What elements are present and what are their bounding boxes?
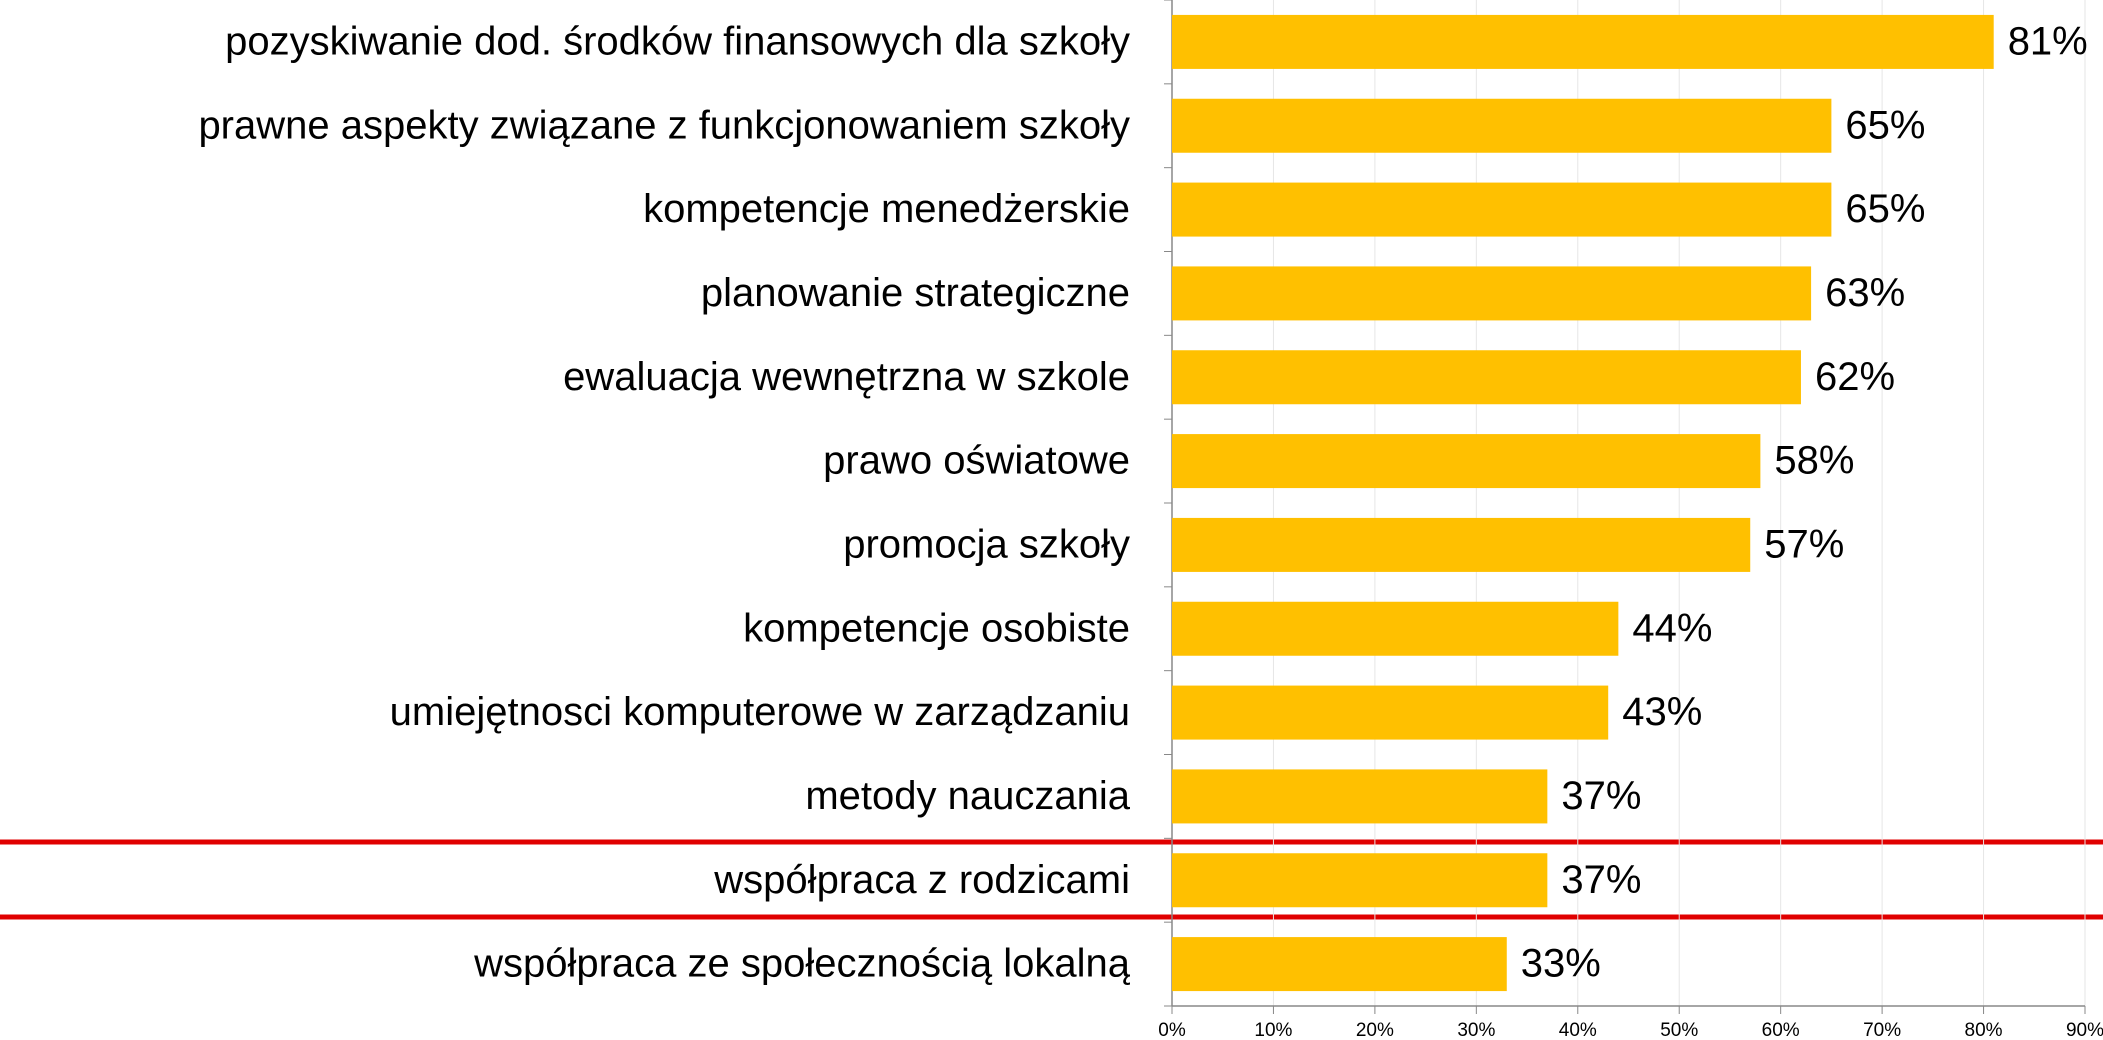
category-label: umiejętnosci komputerowe w zarządzaniu	[390, 690, 1130, 734]
value-label: 65%	[1845, 187, 1925, 231]
category-label: pozyskiwanie dod. środków finansowych dl…	[225, 19, 1130, 63]
x-tick-label: 80%	[1965, 1020, 2003, 1040]
category-label: metody nauczania	[805, 774, 1130, 818]
value-label: 33%	[1521, 942, 1601, 986]
bar	[1172, 350, 1801, 405]
bar	[1172, 685, 1609, 740]
bar	[1172, 937, 1507, 992]
bar	[1172, 182, 1832, 237]
bar	[1172, 266, 1812, 321]
value-label: 44%	[1632, 606, 1712, 650]
category-label: planowanie strategiczne	[701, 271, 1130, 315]
bar	[1172, 601, 1619, 656]
value-label: 58%	[1774, 439, 1854, 483]
value-label: 65%	[1845, 103, 1925, 147]
category-label: ewaluacja wewnętrzna w szkole	[563, 355, 1130, 399]
value-label: 63%	[1825, 271, 1905, 315]
value-label: 57%	[1764, 522, 1844, 566]
bar	[1172, 14, 1994, 69]
category-label: kompetencje osobiste	[743, 606, 1130, 650]
bar	[1172, 98, 1832, 153]
value-label: 81%	[2008, 19, 2088, 63]
bar	[1172, 434, 1761, 489]
category-label: współpraca z rodzicami	[713, 858, 1130, 902]
value-label: 62%	[1815, 355, 1895, 399]
category-label: prawo oświatowe	[823, 439, 1130, 483]
value-label: 37%	[1561, 774, 1641, 818]
bar	[1172, 517, 1751, 572]
x-tick-label: 20%	[1356, 1020, 1394, 1040]
x-tick-label: 40%	[1559, 1020, 1597, 1040]
category-label: prawne aspekty związane z funkcjonowanie…	[198, 103, 1130, 147]
value-label: 37%	[1561, 858, 1641, 902]
x-tick-label: 90%	[2066, 1020, 2103, 1040]
bar	[1172, 769, 1548, 824]
x-tick-label: 0%	[1158, 1020, 1186, 1040]
category-label: kompetencje menedżerskie	[643, 187, 1130, 231]
bar	[1172, 853, 1548, 908]
x-tick-label: 70%	[1863, 1020, 1901, 1040]
x-tick-label: 30%	[1457, 1020, 1495, 1040]
x-tick-label: 10%	[1254, 1020, 1292, 1040]
category-label: promocja szkoły	[843, 522, 1130, 566]
category-label: współpraca ze społecznością lokalną	[473, 942, 1131, 986]
x-tick-label: 50%	[1660, 1020, 1698, 1040]
x-tick-label: 60%	[1762, 1020, 1800, 1040]
value-label: 43%	[1622, 690, 1702, 734]
